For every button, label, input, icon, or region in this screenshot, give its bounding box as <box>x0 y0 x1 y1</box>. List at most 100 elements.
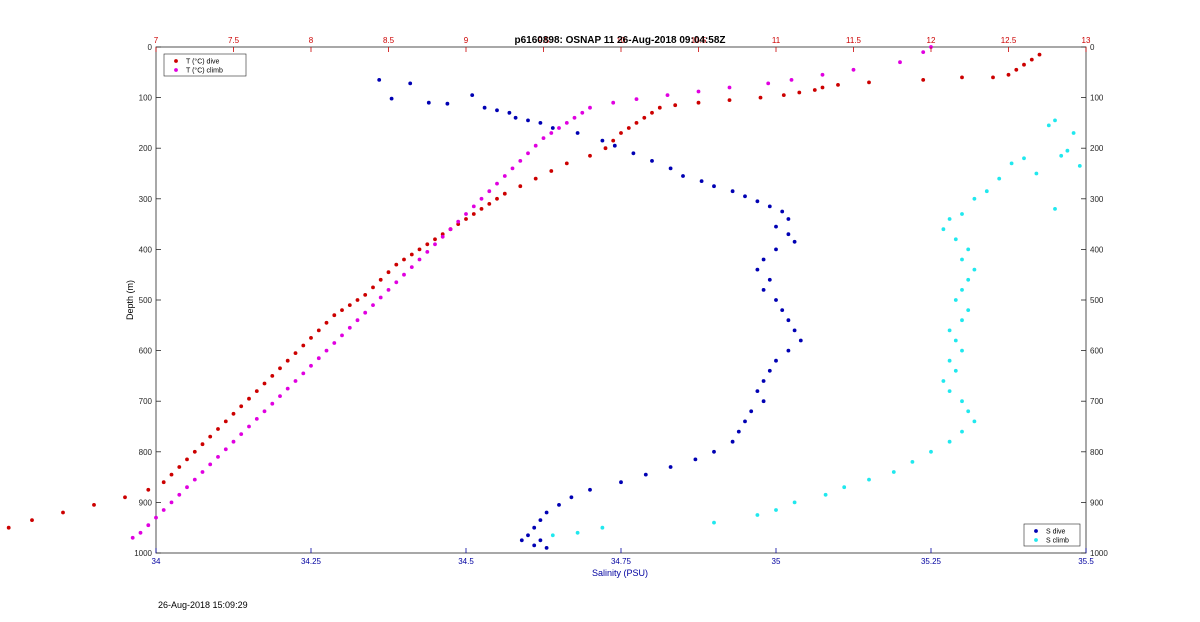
data-point-t_climb <box>394 280 399 285</box>
data-point-t_climb <box>557 126 561 130</box>
data-point-t_dive <box>123 495 127 500</box>
x-bottom-tick-label: 34.5 <box>458 557 474 566</box>
data-point-s_dive <box>786 348 791 353</box>
data-point-s_climb <box>891 470 896 474</box>
data-point-t_climb <box>495 181 499 186</box>
data-point-t_climb <box>696 89 701 94</box>
data-point-s_climb <box>947 439 952 444</box>
y-tick-label-right: 0 <box>1090 43 1095 52</box>
data-point-s_dive <box>730 189 735 194</box>
data-point-s_dive <box>538 518 543 522</box>
data-point-s_dive <box>526 118 530 123</box>
data-point-t_climb <box>340 333 344 338</box>
data-point-t_dive <box>1014 67 1019 72</box>
data-point-s_climb <box>960 212 964 216</box>
x-top-tick-label: 12 <box>927 36 936 45</box>
x-top-tick-label: 7.5 <box>228 36 240 45</box>
data-point-t_climb <box>324 348 329 353</box>
y-tick-label-left: 0 <box>148 43 153 52</box>
x-bottom-tick-label: 35.25 <box>921 557 942 566</box>
data-point-s_dive <box>792 239 797 244</box>
data-point-s_climb <box>984 189 989 194</box>
data-point-t_climb <box>386 288 391 292</box>
legend-marker-t_dive <box>174 59 178 63</box>
data-point-t_climb <box>851 67 856 72</box>
data-point-s_climb <box>966 247 971 252</box>
data-point-s_dive <box>774 247 778 252</box>
data-point-t_climb <box>502 174 507 178</box>
data-point-s_dive <box>650 159 654 163</box>
data-point-s_dive <box>767 277 772 282</box>
x-top-tick-label: 8.5 <box>383 36 395 45</box>
data-point-s_dive <box>575 131 580 135</box>
data-point-s_climb <box>947 358 952 363</box>
data-point-s_dive <box>631 151 636 156</box>
data-point-t_dive <box>758 95 763 100</box>
data-point-t_climb <box>471 204 476 209</box>
data-point-t_dive <box>6 525 11 530</box>
x-bottom-tick-label: 34.75 <box>611 557 632 566</box>
data-point-s_climb <box>774 508 778 512</box>
data-point-s_dive <box>743 419 747 424</box>
legend-marker-s_dive <box>1034 529 1038 533</box>
data-point-t_dive <box>588 153 592 158</box>
data-point-t_dive <box>797 90 802 95</box>
data-point-s_dive <box>532 543 537 548</box>
data-point-s_climb <box>1065 148 1070 153</box>
data-point-t_climb <box>363 310 368 315</box>
data-point-t_climb <box>510 166 515 171</box>
data-point-s_dive <box>774 358 778 363</box>
data-point-t_climb <box>541 136 546 141</box>
data-point-t_dive <box>611 138 616 143</box>
data-point-t_climb <box>572 115 577 120</box>
data-point-s_dive <box>445 101 450 106</box>
y-tick-label-right: 200 <box>1090 144 1104 153</box>
data-point-t_dive <box>549 169 554 173</box>
data-point-t_dive <box>479 207 484 211</box>
data-point-t_dive <box>363 293 368 297</box>
data-point-t_climb <box>293 379 298 383</box>
y-tick-label-left: 700 <box>139 397 153 406</box>
data-point-s_dive <box>389 96 394 101</box>
data-point-t_climb <box>789 78 794 82</box>
data-point-t_climb <box>347 325 352 330</box>
data-point-t_climb <box>301 371 306 376</box>
data-point-t_dive <box>309 336 313 340</box>
data-point-s_climb <box>1022 156 1026 161</box>
data-point-s_climb <box>947 217 952 221</box>
data-point-t_dive <box>216 427 220 431</box>
data-point-t_dive <box>301 343 306 348</box>
x-top-tick-label: 11 <box>772 36 781 45</box>
data-point-s_climb <box>600 525 605 530</box>
data-point-s_climb <box>575 530 580 535</box>
data-point-s_climb <box>1053 118 1057 123</box>
data-point-t_dive <box>285 358 290 363</box>
data-point-s_dive <box>532 525 537 530</box>
data-point-s_climb <box>755 513 760 517</box>
data-point-t_dive <box>696 100 701 105</box>
data-point-t_climb <box>223 447 228 452</box>
data-point-s_dive <box>600 138 605 143</box>
data-point-s_climb <box>910 460 915 464</box>
data-point-t_dive <box>440 232 445 237</box>
data-point-t_climb <box>402 272 406 277</box>
data-point-t_climb <box>332 341 337 345</box>
data-point-s_dive <box>736 429 741 434</box>
data-point-s_dive <box>507 110 512 115</box>
data-point-t_climb <box>549 131 554 135</box>
y-axis-title: Depth (m) <box>125 280 135 320</box>
x-bottom-tick-label: 35 <box>772 557 781 566</box>
data-point-t_dive <box>402 257 406 262</box>
data-point-s_dive <box>755 267 760 272</box>
data-point-t_climb <box>278 394 282 398</box>
x-axis-title: Salinity (PSU) <box>592 568 648 578</box>
y-tick-label-left: 900 <box>139 498 153 507</box>
data-point-s_climb <box>953 298 958 302</box>
data-point-s_dive <box>482 105 487 110</box>
data-point-s_dive <box>377 78 382 82</box>
data-point-t_dive <box>61 510 65 515</box>
data-point-t_climb <box>371 303 375 307</box>
data-point-s_climb <box>1059 153 1064 158</box>
y-tick-label-right: 100 <box>1090 94 1104 103</box>
